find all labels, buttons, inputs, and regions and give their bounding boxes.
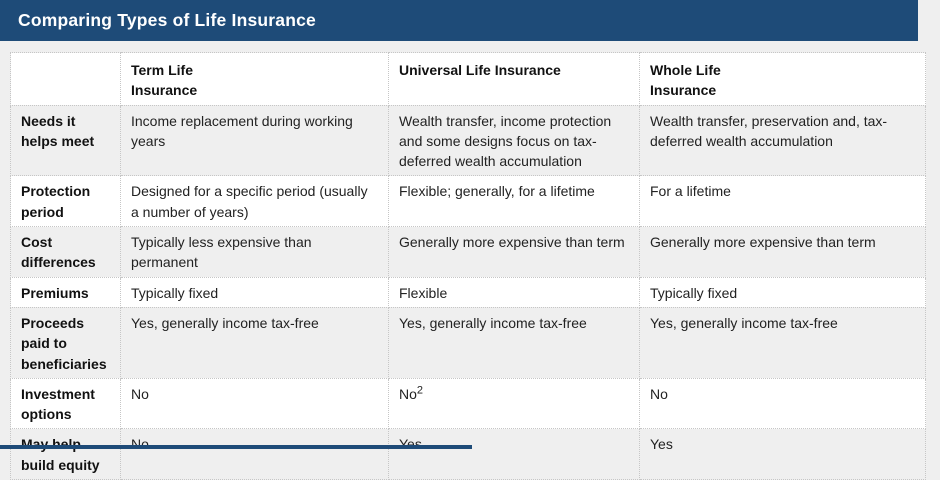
column-header-term-life: Term Life Insurance [120,52,389,106]
table-cell: Typically fixed [120,276,389,308]
table-cell: Wealth transfer, preservation and, tax-d… [639,104,926,177]
cell-text: No [399,385,417,402]
table-cell: Yes [639,428,926,480]
table-cell: Yes, generally income tax-free [388,306,640,379]
table-cell: For a lifetime [639,175,926,228]
page-title: Comparing Types of Life Insurance [18,10,316,30]
table-cell: Typically fixed [639,276,926,308]
table-row-investment-options: Investment options No No2 No [10,377,926,430]
table-cell: Flexible; generally, for a lifetime [388,175,640,228]
table-cell: Yes [388,428,640,480]
table-row-proceeds: Proceeds paid to beneficiaries Yes, gene… [10,306,926,379]
table-row-protection-period: Protection period Designed for a specifi… [10,175,926,228]
table-row-premiums: Premiums Typically fixed Flexible Typica… [10,276,926,308]
table-cell: Income replacement during working years [120,104,389,177]
row-label: May help build equity [10,428,121,480]
column-header-row: Term Life Insurance Universal Life Insur… [10,52,926,106]
row-label: Proceeds paid to beneficiaries [10,306,121,379]
life-insurance-comparison-table: Term Life Insurance Universal Life Insur… [10,52,926,480]
table-cell: Wealth transfer, income protection and s… [388,104,640,177]
row-label: Investment options [10,377,121,430]
table-row-build-equity: May help build equity No Yes Yes [10,428,926,480]
section-header-bar: Comparing Types of Life Insurance [0,0,918,41]
table-cell: Yes, generally income tax-free [120,306,389,379]
row-label: Premiums [10,276,121,308]
table-cell: No2 [388,377,640,430]
bottom-navy-strip [0,445,472,449]
table-cell: Typically less expensive than permanent [120,226,389,278]
row-label: Protection period [10,175,121,228]
table-cell: Yes, generally income tax-free [639,306,926,379]
table-cell: No [639,377,926,430]
column-header-whole-life: Whole Life Insurance [639,52,926,106]
table-cell: Designed for a specific period (usually … [120,175,389,228]
row-label: Needs it helps meet [10,104,121,177]
column-header-universal-life: Universal Life Insurance [388,52,640,106]
table-cell: Flexible [388,276,640,308]
table-cell: Generally more expensive than term [639,226,926,278]
table-cell: Generally more expensive than term [388,226,640,278]
table-cell: No [120,428,389,480]
footnote-marker: 2 [416,384,424,397]
table-cell: No [120,377,389,430]
table-row-cost-differences: Cost differences Typically less expensiv… [10,226,926,278]
row-label: Cost differences [10,226,121,278]
table-row-needs: Needs it helps meet Income replacement d… [10,104,926,177]
column-header-empty [10,52,121,106]
